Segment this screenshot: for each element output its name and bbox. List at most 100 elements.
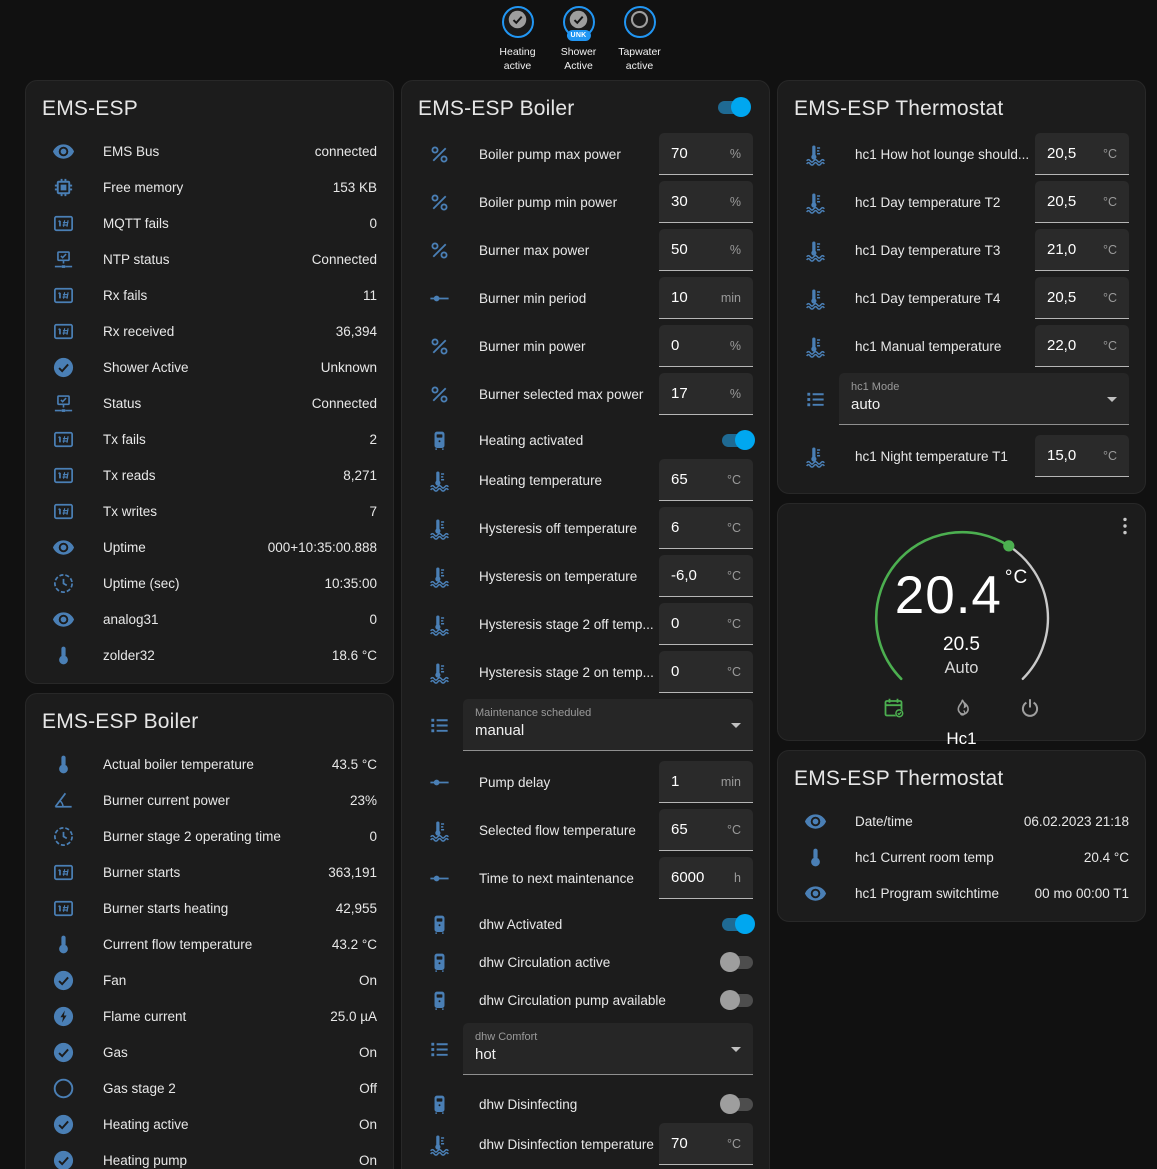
row-zolder32[interactable]: zolder32 18.6 °C bbox=[26, 637, 393, 673]
row-tx-writes[interactable]: Tx writes 7 bbox=[26, 493, 393, 529]
more-options-button[interactable] bbox=[1113, 514, 1137, 538]
number-unit: °C bbox=[1102, 290, 1117, 305]
badge-tapwater-active[interactable]: Tapwater active bbox=[614, 6, 666, 73]
row-selected-flow-temperature: Selected flow temperature 65 °C bbox=[402, 809, 769, 851]
row-status[interactable]: Status Connected bbox=[26, 385, 393, 421]
thermostat-dial[interactable]: 20.4 °C 20.5 Auto bbox=[852, 520, 1072, 692]
number-input-hysteresis-stage-2-on-temp[interactable]: 0 °C bbox=[659, 651, 753, 693]
row-actual-boiler-temperature[interactable]: Actual boiler temperature 43.5 °C bbox=[26, 746, 393, 782]
number-input-hysteresis-stage-2-off-temp[interactable]: 0 °C bbox=[659, 603, 753, 645]
coolant-icon bbox=[428, 1133, 451, 1156]
percent-icon bbox=[428, 143, 451, 166]
row-ems-bus[interactable]: EMS Bus connected bbox=[26, 133, 393, 169]
row-tx-fails[interactable]: Tx fails 2 bbox=[26, 421, 393, 457]
number-unit: °C bbox=[726, 616, 741, 631]
row-rx-received[interactable]: Rx received 36,394 bbox=[26, 313, 393, 349]
row-free-memory[interactable]: Free memory 153 KB bbox=[26, 169, 393, 205]
row-burner-stage-2-operating-time[interactable]: Burner stage 2 operating time 0 bbox=[26, 818, 393, 854]
heat-mode-button[interactable] bbox=[950, 696, 974, 720]
select-maintenance-scheduled[interactable]: Maintenance scheduled manual bbox=[463, 699, 753, 751]
number-input-burner-max-power[interactable]: 50 % bbox=[659, 229, 753, 271]
entity-name: Tx writes bbox=[103, 503, 157, 519]
badge-heating-active[interactable]: Heating active bbox=[492, 6, 544, 73]
row-burner-current-power[interactable]: Burner current power 23% bbox=[26, 782, 393, 818]
card-thermostat-info: EMS-ESP Thermostat Date/time 06.02.2023 … bbox=[777, 750, 1146, 922]
row-ntp-status[interactable]: NTP status Connected bbox=[26, 241, 393, 277]
number-input-hysteresis-on-temperature[interactable]: -6,0 °C bbox=[659, 555, 753, 597]
number-unit: min bbox=[720, 290, 741, 305]
coolant-icon bbox=[804, 191, 827, 214]
toggle-dhw-circulation-active[interactable] bbox=[720, 952, 753, 972]
row-hc1-mode: hc1 Mode auto bbox=[778, 373, 1145, 425]
check-circle-icon bbox=[52, 1113, 75, 1136]
entity-name: Boiler pump min power bbox=[479, 194, 618, 210]
card-header-toggle[interactable] bbox=[718, 97, 751, 117]
row-current-flow-temperature[interactable]: Current flow temperature 43.2 °C bbox=[26, 926, 393, 962]
row-hc1-current-room-temp[interactable]: hc1 Current room temp 20.4 °C bbox=[778, 839, 1145, 875]
number-input-burner-min-period[interactable]: 10 min bbox=[659, 277, 753, 319]
card-title-row: EMS-ESP Boiler bbox=[402, 81, 769, 133]
boiler-icon bbox=[428, 1093, 451, 1116]
row-heating-pump[interactable]: Heating pump On bbox=[26, 1142, 393, 1169]
number-input-hc1-day-temperature-t2[interactable]: 20,5 °C bbox=[1035, 181, 1129, 223]
entity-name: zolder32 bbox=[103, 647, 155, 663]
row-dhw-activated: dhw Activated bbox=[402, 905, 769, 943]
toggle-dhw-disinfecting[interactable] bbox=[720, 1094, 753, 1114]
toggle-thumb bbox=[735, 914, 755, 934]
row-date-time[interactable]: Date/time 06.02.2023 21:18 bbox=[778, 803, 1145, 839]
row-mqtt-fails[interactable]: MQTT fails 0 bbox=[26, 205, 393, 241]
select-dhw-comfort[interactable]: dhw Comfort hot bbox=[463, 1023, 753, 1075]
row-shower-active[interactable]: Shower Active Unknown bbox=[26, 349, 393, 385]
number-input-hc1-manual-temperature[interactable]: 22,0 °C bbox=[1035, 325, 1129, 367]
entity-name: Pump delay bbox=[479, 774, 551, 790]
power-off-button[interactable] bbox=[1018, 696, 1042, 720]
number-input-heating-temperature[interactable]: 65 °C bbox=[659, 459, 753, 501]
toggle-dhw-activated[interactable] bbox=[722, 914, 755, 934]
number-input-hc1-day-temperature-t4[interactable]: 20,5 °C bbox=[1035, 277, 1129, 319]
number-input-time-to-next-maintenance[interactable]: 6000 h bbox=[659, 857, 753, 899]
entity-value: 06.02.2023 21:18 bbox=[1023, 813, 1129, 829]
coolant-icon bbox=[804, 287, 827, 310]
check-circle-icon bbox=[52, 356, 75, 379]
row-rx-fails[interactable]: Rx fails 11 bbox=[26, 277, 393, 313]
row-analog31[interactable]: analog31 0 bbox=[26, 601, 393, 637]
toggle-dhw-circulation-pump-available[interactable] bbox=[720, 990, 753, 1010]
row-gas-stage-2[interactable]: Gas stage 2 Off bbox=[26, 1070, 393, 1106]
row-heating-active[interactable]: Heating active On bbox=[26, 1106, 393, 1142]
entity-name: hc1 Day temperature T2 bbox=[855, 194, 1001, 210]
number-input-pump-delay[interactable]: 1 min bbox=[659, 761, 753, 803]
number-value: 15,0 bbox=[1047, 447, 1077, 464]
entity-value: Connected bbox=[311, 251, 377, 267]
row-uptime[interactable]: Uptime 000+10:35:00.888 bbox=[26, 529, 393, 565]
row-gas[interactable]: Gas On bbox=[26, 1034, 393, 1070]
entity-value: 25.0 µA bbox=[330, 1008, 377, 1024]
number-input-selected-flow-temperature[interactable]: 65 °C bbox=[659, 809, 753, 851]
number-input-dhw-disinfection-temperature[interactable]: 70 °C bbox=[659, 1123, 753, 1165]
row-uptime-sec[interactable]: Uptime (sec) 10:35:00 bbox=[26, 565, 393, 601]
row-burner-starts-heating[interactable]: Burner starts heating 42,955 bbox=[26, 890, 393, 926]
badge-shower-active[interactable]: UNK Shower Active bbox=[553, 6, 605, 73]
toggle-heating-activated[interactable] bbox=[722, 430, 755, 450]
select-label: Maintenance scheduled bbox=[475, 707, 592, 719]
entity-value: On bbox=[358, 1152, 377, 1168]
row-hc1-program-switchtime[interactable]: hc1 Program switchtime 00 mo 00:00 T1 bbox=[778, 875, 1145, 911]
row-burner-starts[interactable]: Burner starts 363,191 bbox=[26, 854, 393, 890]
number-input-burner-selected-max-power[interactable]: 17 % bbox=[659, 373, 753, 415]
number-input-hc1-night-temperature-t1[interactable]: 15,0 °C bbox=[1035, 435, 1129, 477]
select-hc1-mode[interactable]: hc1 Mode auto bbox=[839, 373, 1129, 425]
row-fan[interactable]: Fan On bbox=[26, 962, 393, 998]
auto-mode-button[interactable] bbox=[882, 696, 906, 720]
number-input-burner-min-power[interactable]: 0 % bbox=[659, 325, 753, 367]
number-input-hysteresis-off-temperature[interactable]: 6 °C bbox=[659, 507, 753, 549]
row-tx-reads[interactable]: Tx reads 8,271 bbox=[26, 457, 393, 493]
row-flame-current[interactable]: Flame current 25.0 µA bbox=[26, 998, 393, 1034]
number-input-hc1-day-temperature-t3[interactable]: 21,0 °C bbox=[1035, 229, 1129, 271]
column-left: EMS-ESP EMS Bus connected Free memory 15… bbox=[25, 80, 394, 1169]
number-input-boiler-pump-max-power[interactable]: 70 % bbox=[659, 133, 753, 175]
number-input-hc1-how-hot-lounge-should[interactable]: 20,5 °C bbox=[1035, 133, 1129, 175]
number-input-boiler-pump-min-power[interactable]: 30 % bbox=[659, 181, 753, 223]
row-hc1-how-hot-lounge-should: hc1 How hot lounge should... 20,5 °C bbox=[778, 133, 1145, 175]
check-circle-icon bbox=[52, 1041, 75, 1064]
entity-name: Tx fails bbox=[103, 431, 146, 447]
entity-name: analog31 bbox=[103, 611, 159, 627]
